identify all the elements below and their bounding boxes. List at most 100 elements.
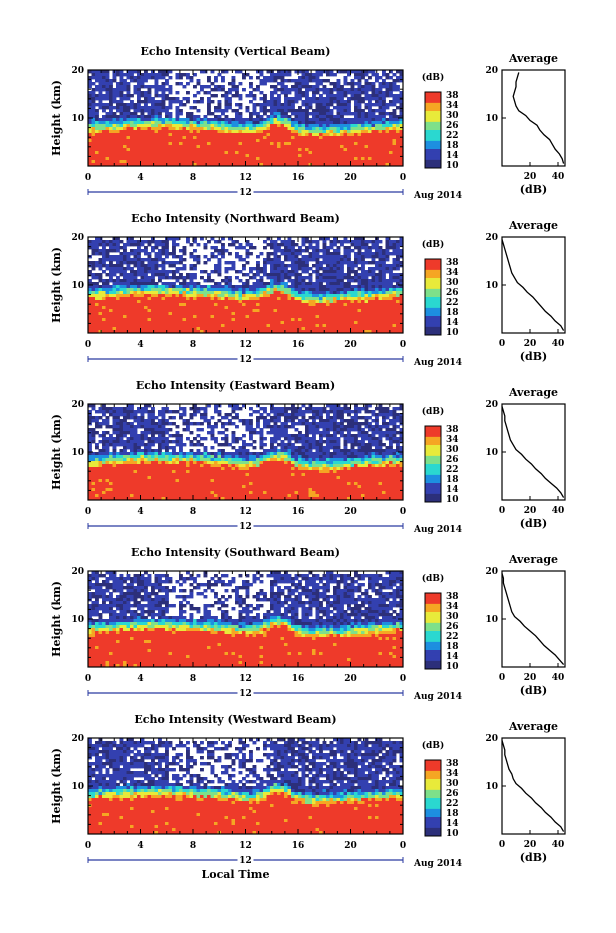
heatmap-cell	[302, 264, 306, 267]
heatmap-cell	[361, 309, 365, 312]
heatmap-cell	[246, 154, 250, 157]
heatmap-cell	[113, 246, 117, 249]
heatmap-cell	[186, 282, 190, 285]
heatmap-cell	[134, 136, 138, 139]
heatmap-cell	[232, 285, 236, 288]
heatmap-cell	[256, 261, 260, 264]
heatmap-cell	[386, 133, 390, 136]
heatmap-cell	[365, 282, 369, 285]
heatmap-cell	[382, 127, 386, 130]
heatmap-cell	[358, 154, 362, 157]
heatmap-cell	[116, 142, 120, 145]
heatmap-cell	[372, 148, 376, 151]
heatmap-cell	[113, 318, 117, 321]
heatmap-cell	[337, 130, 341, 133]
heatmap-cell	[284, 145, 288, 148]
heatmap-cell	[337, 85, 341, 88]
heatmap-cell	[396, 154, 400, 157]
heatmap-cell	[298, 88, 302, 91]
heatmap-cell	[379, 282, 383, 285]
heatmap-cell	[176, 145, 180, 148]
heatmap-cell	[127, 124, 131, 127]
heatmap-cell	[151, 160, 155, 163]
heatmap-cell	[365, 124, 369, 127]
heatmap-cell	[228, 318, 232, 321]
heatmap-cell	[169, 309, 173, 312]
heatmap-cell	[277, 303, 281, 306]
heatmap-cell	[337, 151, 341, 154]
heatmap-cell	[155, 243, 159, 246]
heatmap-cell	[92, 288, 96, 291]
heatmap-cell	[396, 157, 400, 160]
heatmap-cell	[162, 267, 166, 270]
heatmap-cell	[120, 100, 124, 103]
heatmap-cell	[162, 291, 166, 294]
heatmap-cell	[169, 291, 173, 294]
heatmap-cell	[323, 261, 327, 264]
heatmap-cell	[123, 118, 127, 121]
heatmap-cell	[99, 142, 103, 145]
heatmap-cell	[218, 142, 222, 145]
heatmap-cell	[309, 273, 313, 276]
heatmap-cell	[284, 276, 288, 279]
heatmap-cell	[316, 151, 320, 154]
heatmap-cell	[284, 154, 288, 157]
panel-title: Echo Intensity (Northward Beam)	[131, 212, 340, 225]
heatmap-cell	[347, 154, 351, 157]
heatmap-cell	[337, 300, 341, 303]
heatmap-cell	[225, 261, 229, 264]
heatmap-cell	[169, 315, 173, 318]
heatmap-cell	[235, 136, 239, 139]
heatmap-cell	[281, 276, 285, 279]
heatmap-cell	[288, 97, 292, 100]
heatmap-cell	[263, 246, 267, 249]
heatmap-cell	[372, 136, 376, 139]
heatmap-cell	[361, 321, 365, 324]
heatmap-cell	[151, 246, 155, 249]
heatmap-cell	[113, 282, 117, 285]
heatmap-cell	[176, 276, 180, 279]
heatmap-cell	[116, 312, 120, 315]
heatmap-cell	[365, 294, 369, 297]
heatmap-cell	[249, 315, 253, 318]
heatmap-cell	[316, 267, 320, 270]
heatmap-cell	[263, 324, 267, 327]
heatmap-cell	[197, 258, 201, 261]
heatmap-cell	[319, 148, 323, 151]
heatmap-cell	[323, 312, 327, 315]
heatmap-cell	[393, 115, 397, 118]
heatmap-cell	[354, 279, 358, 282]
heatmap-cell	[183, 297, 187, 300]
heatmap-cell	[316, 321, 320, 324]
heatmap-cell	[368, 318, 372, 321]
heatmap-cell	[319, 94, 323, 97]
heatmap-cell	[116, 246, 120, 249]
heatmap-cell	[109, 267, 113, 270]
heatmap-cell	[158, 243, 162, 246]
heatmap-cell	[235, 142, 239, 145]
heatmap-cell	[302, 261, 306, 264]
heatmap-cell	[396, 106, 400, 109]
heatmap-cell	[225, 303, 229, 306]
heatmap-cell	[197, 318, 201, 321]
heatmap-cell	[113, 76, 117, 79]
heatmap-cell	[291, 258, 295, 261]
heatmap-cell	[319, 324, 323, 327]
heatmap-cell	[386, 121, 390, 124]
heatmap-cell	[260, 282, 264, 285]
heatmap-cell	[137, 154, 141, 157]
heatmap-cell	[162, 139, 166, 142]
heatmap-cell	[92, 309, 96, 312]
heatmap-cell	[193, 282, 197, 285]
heatmap-cell	[172, 309, 176, 312]
heatmap-cell	[123, 309, 127, 312]
heatmap-cell	[316, 142, 320, 145]
heatmap-cell	[207, 124, 211, 127]
heatmap-cell	[172, 318, 176, 321]
heatmap-cell	[295, 118, 299, 121]
heatmap-cell	[204, 306, 208, 309]
heatmap-cell	[158, 118, 162, 121]
heatmap-cell	[298, 148, 302, 151]
heatmap-cell	[162, 157, 166, 160]
heatmap-cell	[207, 139, 211, 142]
